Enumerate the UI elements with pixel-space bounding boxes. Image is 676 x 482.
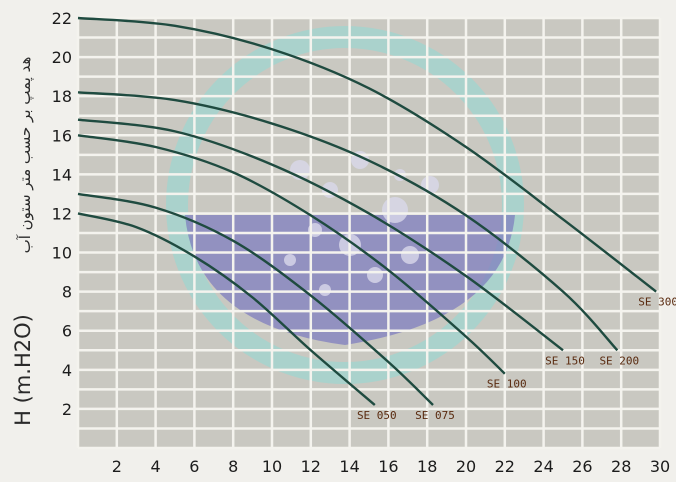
logo-bubble bbox=[319, 284, 331, 296]
x-tick-label: 26 bbox=[572, 457, 592, 476]
grid bbox=[76, 16, 662, 450]
series-labels: SE 050 SE 075 SE 100 SE 150 SE 200 SE 300 bbox=[357, 296, 676, 422]
series-label-se-150: SE 150 bbox=[545, 354, 585, 367]
x-tick-label: 18 bbox=[417, 457, 437, 476]
x-tick-label: 12 bbox=[301, 457, 321, 476]
series-line-se-150 bbox=[77, 118, 564, 352]
logo-bubble bbox=[421, 176, 439, 194]
x-tick-label: 2 bbox=[112, 457, 122, 476]
y-tick-label: 16 bbox=[52, 126, 72, 145]
x-tick-label: 24 bbox=[533, 457, 553, 476]
y-tick-label: 18 bbox=[52, 87, 72, 106]
y-tick-label: 20 bbox=[52, 48, 72, 67]
series-line-se-300 bbox=[77, 16, 657, 293]
series-label-se-075: SE 075 bbox=[415, 409, 455, 422]
logo-bubble bbox=[367, 267, 383, 283]
series-label-se-200: SE 200 bbox=[599, 354, 639, 367]
logo-bubble bbox=[401, 246, 419, 264]
y-axis-ticks: 2 4 6 8 10 12 14 16 18 20 22 bbox=[52, 9, 72, 419]
y-axis-label: H (m.H2O) bbox=[11, 314, 35, 426]
series-label-se-300: SE 300 bbox=[638, 296, 676, 309]
x-tick-label: 4 bbox=[151, 457, 161, 476]
y-tick-label: 2 bbox=[62, 400, 72, 419]
x-tick-label: 28 bbox=[611, 457, 631, 476]
logo-bubble bbox=[382, 197, 408, 223]
y-tick-label: 10 bbox=[52, 244, 72, 263]
y-tick-label: 4 bbox=[62, 361, 72, 380]
y-axis-label-group: H (m.H2O) هد پمپ بر حسب متر ستون آب bbox=[11, 57, 35, 426]
series-label-se-050: SE 050 bbox=[357, 409, 397, 422]
series-line-se-050 bbox=[77, 212, 376, 406]
y-tick-label: 6 bbox=[62, 322, 72, 341]
x-tick-label: 20 bbox=[456, 457, 476, 476]
series-curves bbox=[77, 16, 657, 406]
x-tick-label: 10 bbox=[262, 457, 282, 476]
logo-bubble bbox=[284, 254, 296, 266]
y-tick-label: 22 bbox=[52, 9, 72, 28]
x-tick-label: 6 bbox=[189, 457, 199, 476]
x-tick-label: 22 bbox=[495, 457, 515, 476]
y-tick-label: 14 bbox=[52, 165, 72, 184]
x-tick-label: 16 bbox=[378, 457, 398, 476]
y-tick-label: 8 bbox=[62, 283, 72, 302]
x-tick-label: 14 bbox=[339, 457, 359, 476]
x-tick-label: 8 bbox=[228, 457, 238, 476]
series-line-se-100 bbox=[77, 134, 506, 375]
series-line-se-200 bbox=[77, 91, 619, 352]
x-tick-label: 30 bbox=[650, 457, 670, 476]
y-tick-label: 12 bbox=[52, 204, 72, 223]
x-axis-ticks: 2 4 6 8 10 12 14 16 18 20 22 24 26 28 30 bbox=[112, 457, 670, 476]
y-axis-label-persian: هد پمپ بر حسب متر ستون آب bbox=[16, 57, 35, 254]
series-label-se-100: SE 100 bbox=[487, 378, 527, 391]
series-line-se-075 bbox=[77, 192, 434, 406]
